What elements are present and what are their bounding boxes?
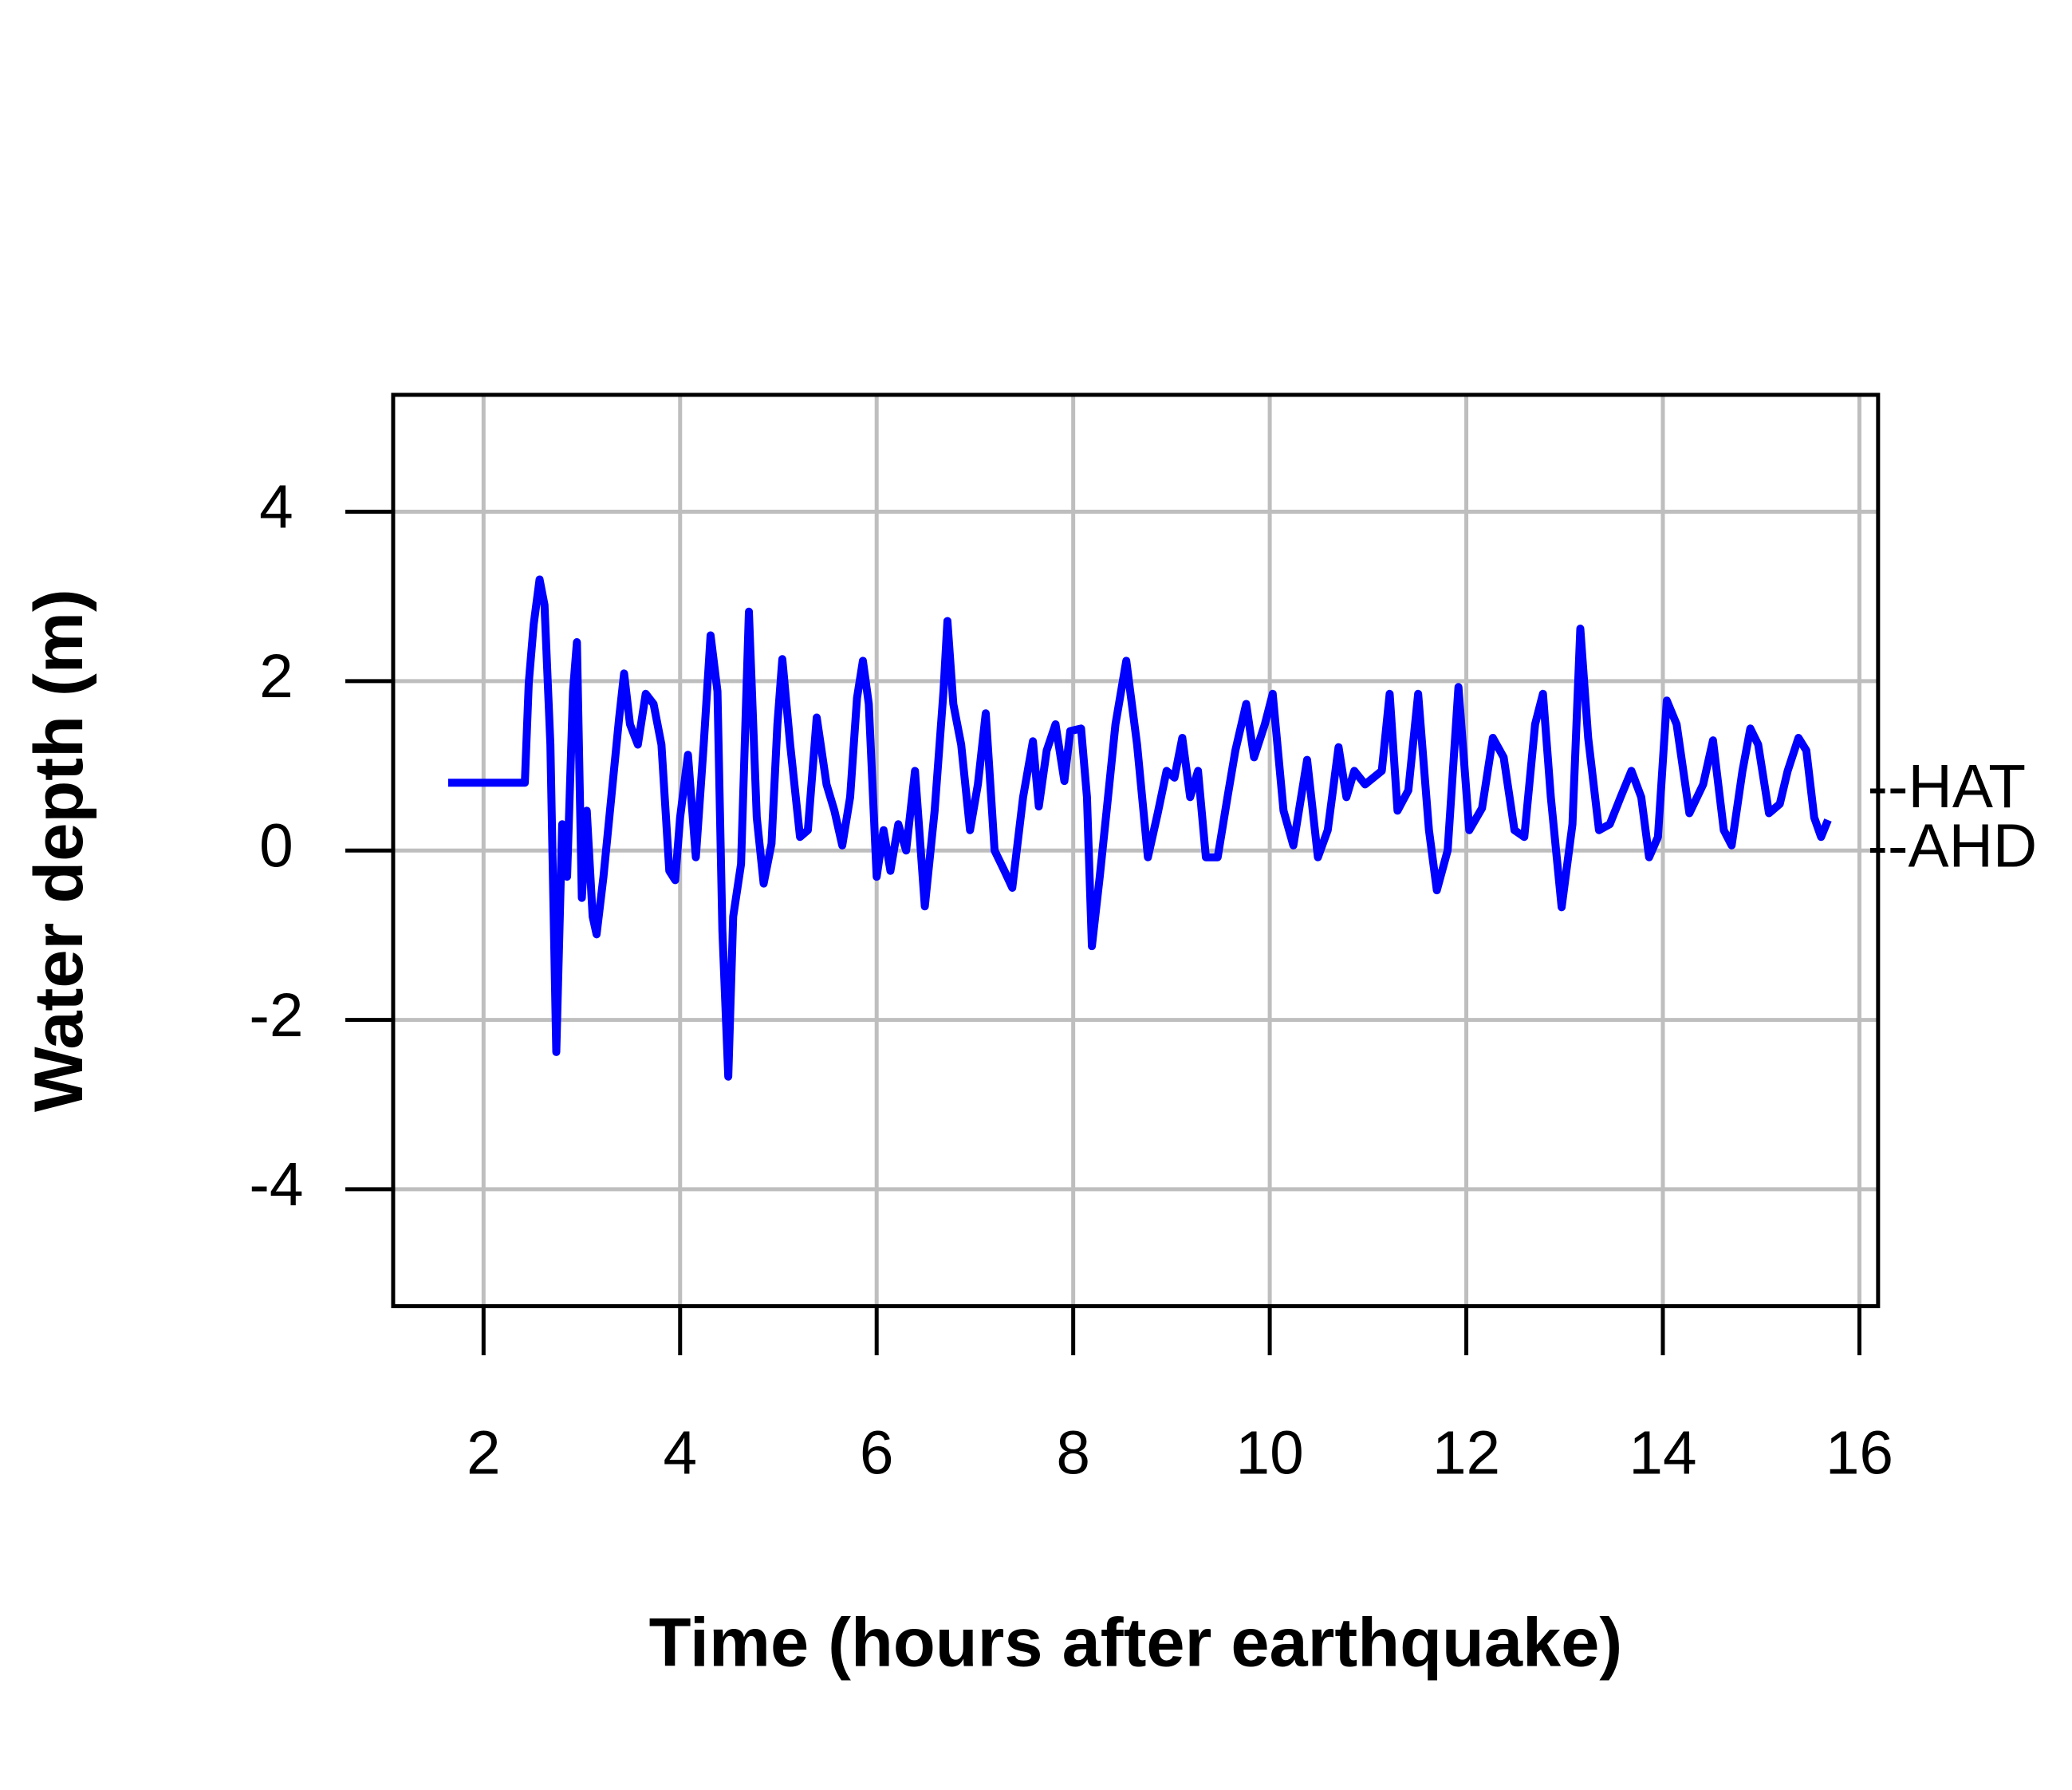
x-tick-label: 6: [860, 1420, 894, 1488]
x-tick-label: 14: [1629, 1420, 1696, 1488]
y-tick-label: 0: [259, 812, 293, 880]
y-axis-title: Water depth (m): [21, 589, 97, 1112]
x-tick-label: 8: [1056, 1420, 1090, 1488]
plot-frame: [391, 392, 1881, 1308]
data-line: [447, 575, 1832, 1081]
y-tick-label: 4: [259, 474, 293, 542]
y-tick-label: -2: [249, 982, 303, 1050]
x-tick-label: 4: [663, 1420, 697, 1488]
x-tick-label: 10: [1236, 1420, 1304, 1488]
x-tick-label: 12: [1432, 1420, 1500, 1488]
annotation: --AHD: [1868, 812, 2038, 880]
annotation: --HAT: [1868, 753, 2027, 821]
x-tick-label: 2: [467, 1420, 501, 1488]
y-tick-label: -4: [249, 1151, 303, 1219]
x-tick-label: 16: [1826, 1420, 1893, 1488]
x-axis-title: Time (hours after earthquake): [649, 1604, 1623, 1681]
y-tick-label: 2: [259, 643, 293, 711]
